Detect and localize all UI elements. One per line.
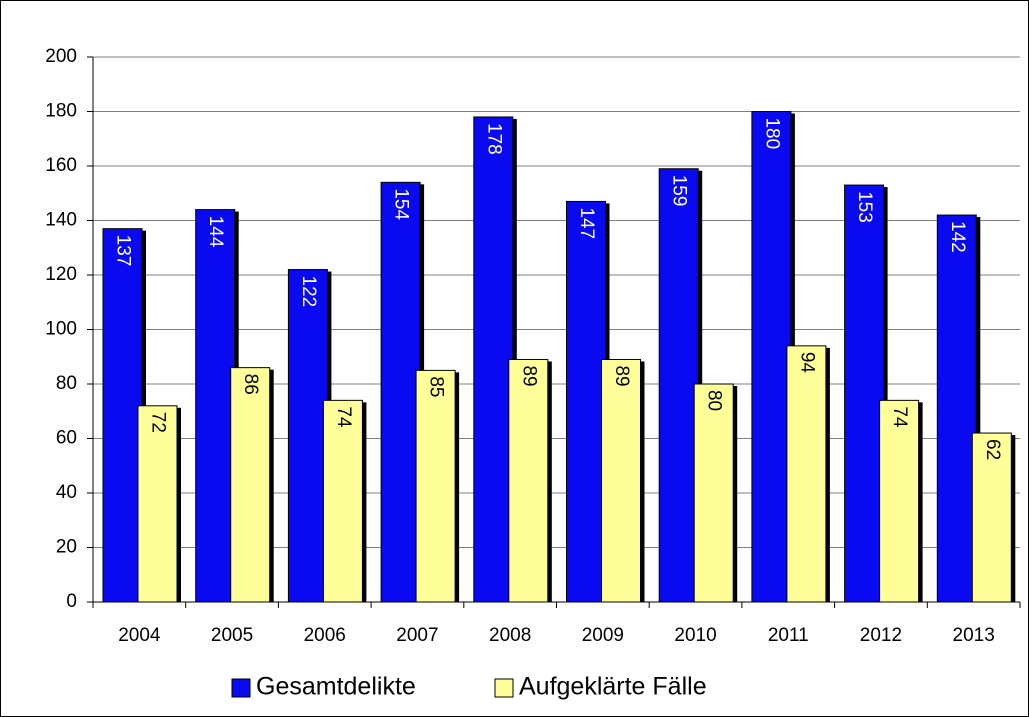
value-label: 147 (576, 207, 597, 239)
x-tick-label: 2012 (860, 625, 902, 646)
bar (195, 209, 236, 603)
value-label: 122 (298, 276, 319, 308)
bar (380, 181, 421, 603)
y-tick-label: 140 (45, 210, 77, 231)
value-label: 86 (240, 374, 261, 395)
y-tick-label: 20 (56, 537, 77, 558)
value-label: 154 (391, 188, 412, 220)
x-tick-label: 2009 (582, 625, 624, 646)
bar (508, 358, 549, 603)
y-tick-label: 100 (45, 319, 77, 340)
legend-label: Gesamtdelikte (256, 673, 416, 701)
legend-swatch (231, 678, 251, 698)
bar (786, 345, 827, 603)
x-tick-label: 2013 (953, 625, 995, 646)
bar (473, 116, 514, 603)
value-label: 89 (611, 365, 632, 386)
y-tick-label: 180 (45, 101, 77, 122)
value-label: 178 (483, 123, 504, 155)
bar (322, 399, 363, 603)
bar (415, 369, 456, 603)
value-label: 72 (147, 412, 168, 433)
bar (751, 111, 792, 603)
bar (102, 228, 143, 603)
value-label: 153 (854, 191, 875, 223)
y-tick-label: 40 (56, 482, 77, 503)
value-label: 74 (889, 406, 910, 428)
x-tick-label: 2006 (304, 625, 346, 646)
value-label: 94 (796, 352, 817, 374)
bar (601, 358, 641, 603)
x-tick-label: 2008 (489, 625, 531, 646)
bar (936, 214, 977, 603)
x-tick-label: 2011 (768, 625, 809, 646)
y-tick-label: 200 (45, 46, 77, 67)
value-label: 142 (947, 221, 968, 253)
y-tick-label: 0 (66, 591, 77, 612)
x-tick-label: 2005 (211, 625, 253, 646)
bar (971, 432, 1012, 603)
bar (287, 269, 328, 603)
value-label: 180 (761, 118, 782, 150)
x-tick-label: 2004 (118, 625, 161, 646)
x-tick-label: 2007 (396, 625, 438, 646)
bar (230, 367, 271, 603)
value-label: 62 (982, 439, 1003, 460)
value-label: 89 (518, 365, 539, 386)
y-tick-label: 160 (45, 155, 77, 176)
y-tick-label: 60 (56, 428, 77, 449)
bar (566, 200, 606, 603)
value-label: 144 (205, 216, 226, 248)
bar (658, 168, 699, 603)
value-label: 85 (426, 376, 447, 397)
bar (844, 184, 885, 603)
legend-swatch (494, 678, 514, 698)
value-label: 74 (333, 406, 354, 428)
value-label: 159 (669, 175, 690, 207)
bar (137, 405, 178, 603)
x-tick-label: 2010 (674, 625, 716, 646)
bar (879, 399, 920, 603)
y-tick-label: 80 (56, 373, 77, 394)
value-label: 137 (112, 235, 133, 267)
legend-label: Aufgeklärte Fälle (519, 673, 707, 701)
y-tick-label: 120 (45, 264, 77, 285)
bar (693, 383, 734, 603)
value-label: 80 (704, 390, 725, 411)
